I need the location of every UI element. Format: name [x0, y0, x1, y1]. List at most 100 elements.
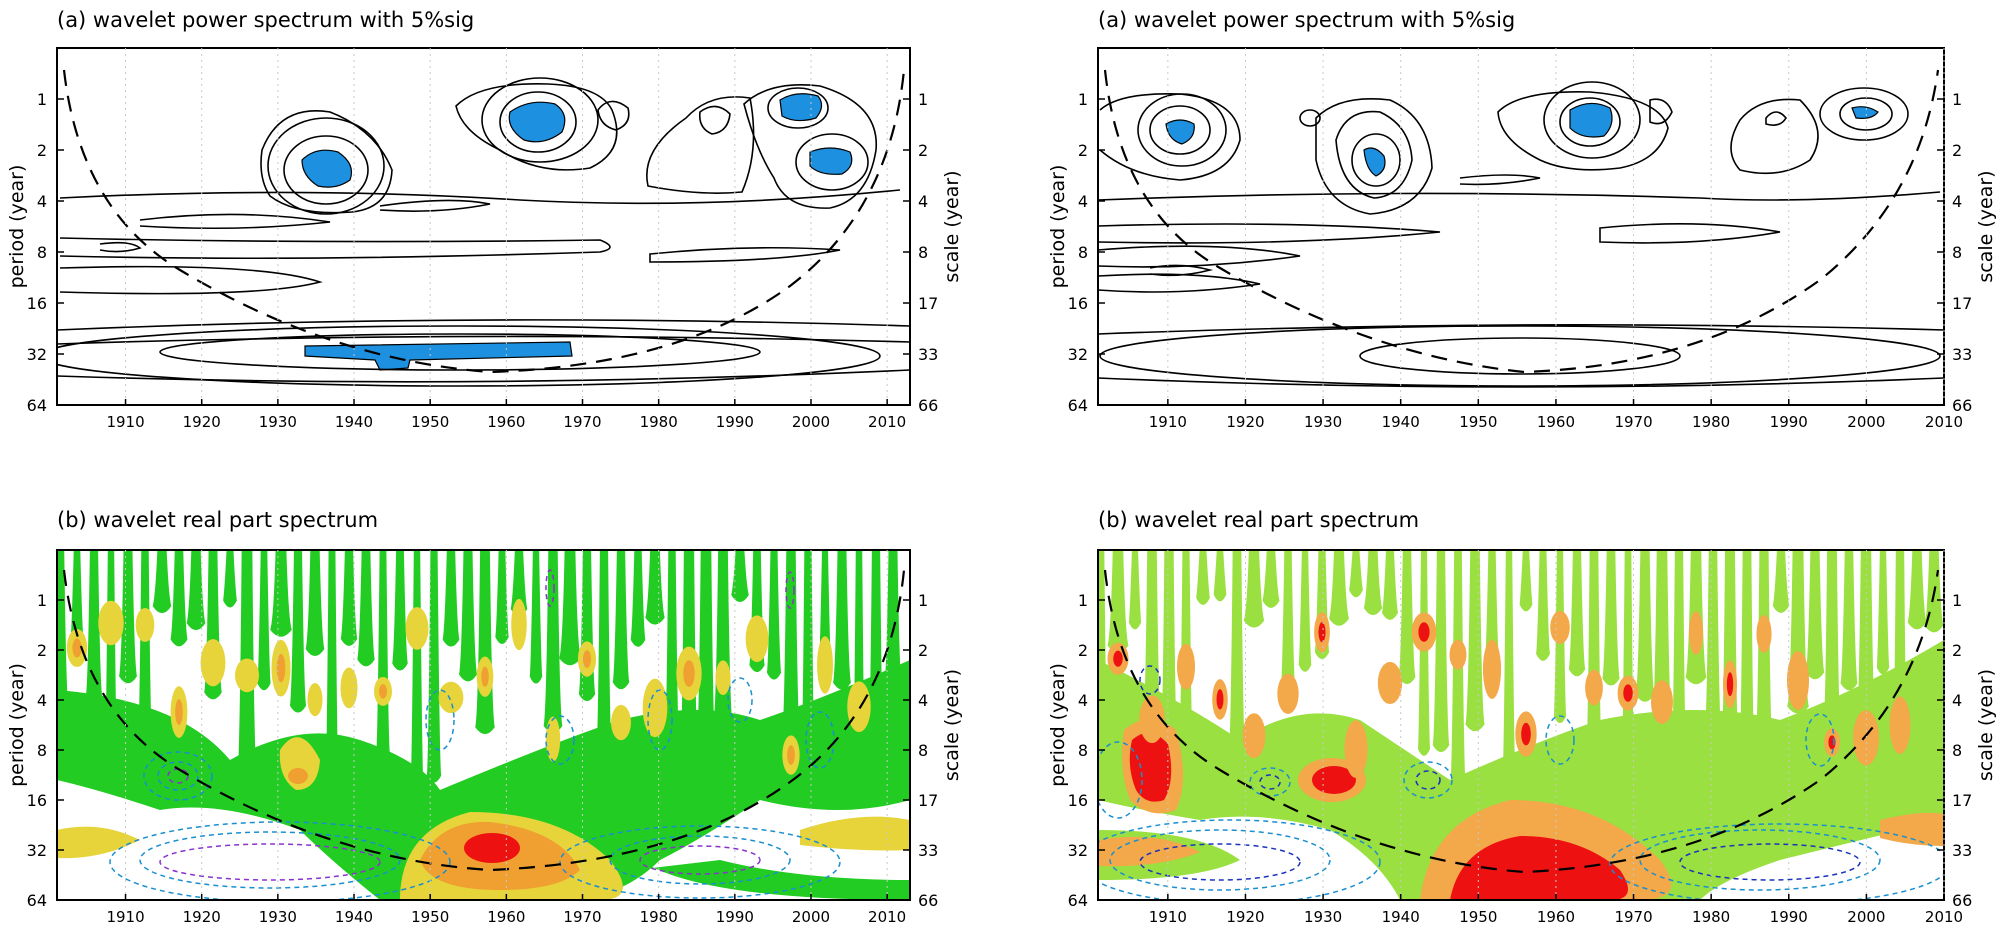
positive-finger — [119, 550, 137, 684]
y-tick-label-right: 8 — [1952, 741, 1962, 760]
x-tick-label: 1950 — [411, 908, 449, 926]
positive-blob-core — [787, 745, 795, 765]
y-axis-title-right: scale (year) — [941, 170, 963, 282]
positive-blob — [1377, 661, 1403, 705]
positive-blob — [1242, 713, 1266, 759]
x-tick-label: 1930 — [1304, 413, 1342, 431]
y-tick-label-right: 33 — [918, 345, 938, 364]
positive-blob — [438, 681, 464, 714]
x-tick-label: 1960 — [1537, 413, 1575, 431]
x-tick-label: 1980 — [640, 908, 678, 926]
positive-blobs — [66, 598, 871, 775]
y-tick-label-right: 4 — [918, 192, 928, 211]
positive-blob — [1585, 669, 1603, 706]
positive-region — [57, 660, 910, 900]
chart-title: (b) wavelet real part spectrum — [57, 508, 378, 532]
positive-blob — [1482, 639, 1502, 699]
y-tick-label: 16 — [27, 791, 47, 810]
x-tick-label: 1910 — [106, 908, 144, 926]
contour-field — [57, 69, 910, 387]
positive-blob — [307, 682, 323, 717]
positive-blob-core — [1113, 650, 1123, 667]
positive-blob-core — [378, 684, 388, 699]
positive-finger — [458, 550, 478, 682]
y-tick-label: 2 — [1078, 641, 1088, 660]
y-tick-label: 8 — [1078, 741, 1088, 760]
positive-finger — [1107, 550, 1129, 653]
positive-finger — [1381, 550, 1399, 620]
y-tick-label-right: 17 — [1952, 294, 1972, 313]
positive-blob — [1756, 615, 1772, 653]
positive-finger — [357, 550, 375, 667]
y-axis-title: period (year) — [6, 663, 28, 787]
x-tick-label: 1940 — [1382, 908, 1420, 926]
positive-finger — [1432, 550, 1450, 753]
positive-finger — [1519, 550, 1533, 612]
positive-blob — [545, 716, 561, 762]
y-tick-label-right: 1 — [918, 90, 928, 109]
chart-title: (a) wavelet power spectrum with 5%sig — [1098, 8, 1515, 32]
x-tick-label: 1980 — [1692, 413, 1730, 431]
y-tick-label-right: 1 — [1952, 591, 1962, 610]
y-tick-label-right: 1 — [918, 591, 928, 610]
x-tick-label: 1970 — [563, 413, 601, 431]
positive-blob-core — [1318, 622, 1326, 643]
positive-finger — [833, 550, 851, 690]
positive-finger — [305, 550, 325, 656]
x-tick-label: 1960 — [487, 908, 525, 926]
x-tick-label: 2010 — [1925, 413, 1963, 431]
positive-blob — [340, 667, 358, 709]
x-tick-label: 1970 — [563, 908, 601, 926]
positive-finger — [1298, 550, 1312, 672]
y-tick-label: 1 — [37, 90, 47, 109]
x-tick-label: 1950 — [1459, 908, 1497, 926]
y-tick-label-right: 2 — [1952, 141, 1962, 160]
y-tick-label: 16 — [27, 294, 47, 313]
chart-title: (b) wavelet real part spectrum — [1098, 508, 1419, 532]
positive-finger — [1398, 550, 1416, 685]
y-tick-label-right: 66 — [1952, 396, 1972, 415]
y-tick-label: 8 — [1078, 243, 1088, 262]
positive-region — [1450, 836, 1628, 900]
y-tick-label: 2 — [37, 141, 47, 160]
positive-finger — [1213, 550, 1227, 602]
positive-blob — [611, 704, 631, 741]
y-tick-label-right: 8 — [1952, 243, 1962, 262]
positive-finger — [1329, 550, 1349, 626]
positive-blob-core — [1623, 684, 1633, 702]
y-tick-label: 1 — [1078, 90, 1088, 109]
positive-blob — [1889, 696, 1911, 754]
y-tick-label: 64 — [1068, 396, 1088, 415]
positive-finger — [1840, 550, 1858, 691]
y-tick-label-right: 2 — [918, 141, 928, 160]
y-tick-label-right: 66 — [1952, 891, 1972, 910]
positive-finger — [1450, 550, 1466, 793]
positive-region — [1880, 812, 1944, 846]
positive-finger — [1876, 550, 1890, 675]
cone-of-influence — [62, 69, 906, 374]
panel-left-real: (b) wavelet real part spectrum — [6, 508, 963, 926]
positive-blob — [1651, 680, 1673, 724]
x-tick-label: 1940 — [335, 413, 373, 431]
panel-right-power: (a) wavelet power spectrum with 5%sig — [1047, 8, 1997, 431]
positive-blob — [405, 607, 429, 650]
positive-finger — [223, 550, 237, 608]
y-axis-title: period (year) — [1047, 165, 1069, 289]
positive-finger — [340, 550, 358, 646]
positive-finger — [664, 550, 680, 758]
positive-blob-core — [72, 638, 82, 658]
positive-finger — [1363, 550, 1383, 616]
panel-left-power: (a) wavelet power spectrum with 5%sig — [6, 8, 963, 431]
positive-finger — [1635, 550, 1655, 702]
positive-blobs — [1107, 610, 1911, 778]
positive-finger — [630, 550, 646, 647]
positive-finger — [1243, 550, 1265, 628]
positive-finger — [1805, 550, 1825, 680]
plot-frame — [56, 47, 911, 406]
y-tick-label: 4 — [37, 691, 47, 710]
positive-finger — [1128, 550, 1142, 630]
significant-region — [301, 149, 353, 188]
y-tick-label: 32 — [1068, 841, 1088, 860]
positive-finger — [257, 550, 271, 691]
positive-finger — [1772, 550, 1790, 613]
